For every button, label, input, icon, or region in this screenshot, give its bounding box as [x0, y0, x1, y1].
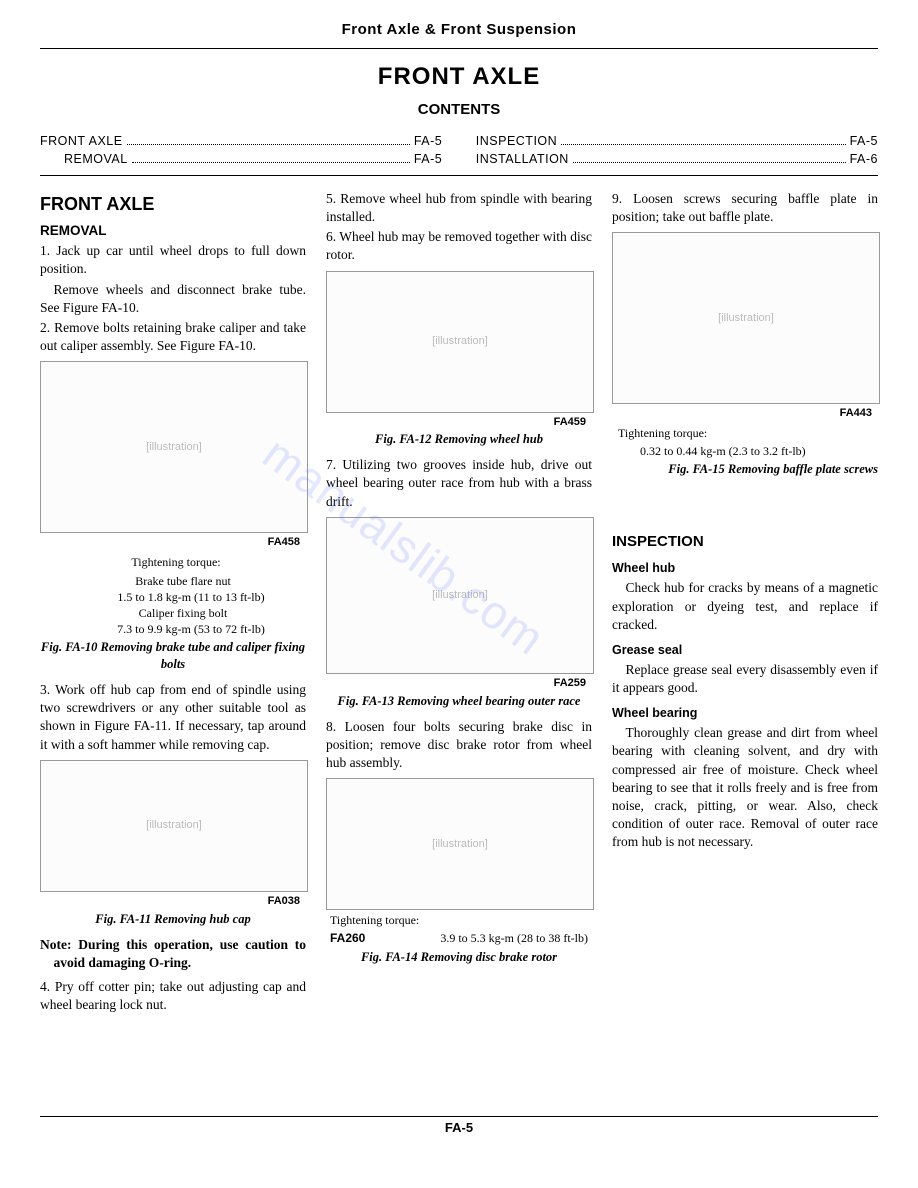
figure-id: FA443 [612, 406, 872, 421]
toc-row: INSTALLATION FA-6 [476, 151, 878, 168]
figure-fa15: [illustration] FA443 Tightening torque: … [612, 232, 878, 478]
page-number: FA-5 [40, 1116, 878, 1137]
figure-caption: Fig. FA-11 Removing hub cap [40, 911, 306, 928]
figure-id: FA459 [326, 415, 586, 430]
body-text: Replace grease seal every disassembly ev… [612, 661, 878, 697]
section-heading-inspection: INSPECTION [612, 532, 878, 552]
figure-caption: Fig. FA-14 Removing disc brake rotor [326, 949, 592, 966]
figure-image: [illustration] [40, 361, 308, 533]
figure-image: [illustration] [326, 778, 594, 910]
torque-label: Tightening torque: [618, 425, 878, 441]
torque-value: 7.3 to 9.9 kg-m (53 to 72 ft-lb) [76, 621, 306, 637]
figure-image: [illustration] [612, 232, 880, 404]
section-heading: FRONT AXLE [40, 192, 306, 216]
figure-id: FA038 [40, 894, 300, 909]
toc-row: INSPECTION FA-5 [476, 133, 878, 150]
figure-id: FA458 [40, 535, 300, 550]
note-text: Note: During this operation, use caution… [40, 936, 306, 972]
step-text: 3. Work off hub cap from end of spindle … [40, 681, 306, 754]
figure-image: [illustration] [326, 271, 594, 413]
step-text: Remove wheels and disconnect brake tube.… [40, 281, 306, 317]
content-columns: FRONT AXLE REMOVAL 1. Jack up car until … [40, 190, 878, 1110]
toc-page: FA-5 [414, 133, 442, 150]
step-text: 2. Remove bolts retaining brake caliper … [40, 319, 306, 355]
figure-caption: Fig. FA-12 Removing wheel hub [326, 431, 592, 448]
subsection-heading: REMOVAL [40, 222, 306, 240]
subsection-heading: Wheel bearing [612, 705, 878, 722]
figure-fa13: [illustration] FA259 Fig. FA-13 Removing… [326, 517, 592, 710]
toc-label: INSTALLATION [476, 151, 569, 168]
figure-caption: Fig. FA-10 Removing brake tube and calip… [40, 639, 306, 673]
contents-heading: CONTENTS [40, 100, 878, 120]
torque-item: Caliper fixing bolt [60, 605, 306, 621]
page-header: Front Axle & Front Suspension [40, 20, 878, 49]
toc-left-column: FRONT AXLE FA-5 REMOVAL FA-5 [40, 132, 442, 169]
toc-label: REMOVAL [64, 151, 128, 168]
body-text: Check hub for cracks by means of a magne… [612, 579, 878, 634]
table-of-contents: FRONT AXLE FA-5 REMOVAL FA-5 INSPECTION … [40, 132, 878, 176]
subsection-heading: Wheel hub [612, 560, 878, 577]
toc-page: FA-5 [414, 151, 442, 168]
page-title: FRONT AXLE [40, 61, 878, 93]
torque-item: Brake tube flare nut [60, 573, 306, 589]
figure-image: [illustration] [326, 517, 594, 674]
toc-right-column: INSPECTION FA-5 INSTALLATION FA-6 [476, 132, 878, 169]
toc-dots [561, 144, 845, 145]
step-text: 8. Loosen four bolts securing brake disc… [326, 718, 592, 773]
step-text: 9. Loosen screws securing baffle plate i… [612, 190, 878, 226]
step-text: 5. Remove wheel hub from spindle with be… [326, 190, 592, 226]
figure-caption: Fig. FA-15 Removing baffle plate screws [612, 461, 878, 478]
torque-row: FA260 3.9 to 5.3 kg-m (28 to 38 ft-lb) [330, 930, 588, 946]
step-text: 1. Jack up car until wheel drops to full… [40, 242, 306, 278]
toc-dots [573, 162, 846, 163]
figure-fa14: [illustration] Tightening torque: FA260 … [326, 778, 592, 965]
figure-fa10: [illustration] FA458 Tightening torque: … [40, 361, 306, 673]
torque-row: Tightening torque: [330, 912, 588, 928]
figure-image: [illustration] [40, 760, 308, 892]
toc-dots [132, 162, 410, 163]
step-text: 4. Pry off cotter pin; take out adjustin… [40, 978, 306, 1014]
subsection-heading: Grease seal [612, 642, 878, 659]
toc-label: INSPECTION [476, 133, 557, 150]
toc-row: REMOVAL FA-5 [40, 151, 442, 168]
figure-fa11: [illustration] FA038 Fig. FA-11 Removing… [40, 760, 306, 928]
toc-page: FA-5 [850, 133, 878, 150]
torque-value: 0.32 to 0.44 kg-m (2.3 to 3.2 ft-lb) [640, 443, 878, 459]
figure-fa12: [illustration] FA459 Fig. FA-12 Removing… [326, 271, 592, 449]
step-text: 6. Wheel hub may be removed together wit… [326, 228, 592, 264]
figure-caption: Fig. FA-13 Removing wheel bearing outer … [326, 693, 592, 710]
torque-label: Tightening torque: [330, 912, 419, 928]
torque-label: Tightening torque: [46, 554, 306, 570]
toc-label: FRONT AXLE [40, 133, 123, 150]
body-text: Thoroughly clean grease and dirt from wh… [612, 724, 878, 852]
toc-row: FRONT AXLE FA-5 [40, 133, 442, 150]
toc-page: FA-6 [850, 151, 878, 168]
figure-id: FA260 [330, 930, 365, 946]
figure-id: FA259 [326, 676, 586, 691]
torque-value: 1.5 to 1.8 kg-m (11 to 13 ft-lb) [76, 589, 306, 605]
toc-dots [127, 144, 410, 145]
step-text: 7. Utilizing two grooves inside hub, dri… [326, 456, 592, 511]
torque-value: 3.9 to 5.3 kg-m (28 to 38 ft-lb) [440, 930, 588, 946]
